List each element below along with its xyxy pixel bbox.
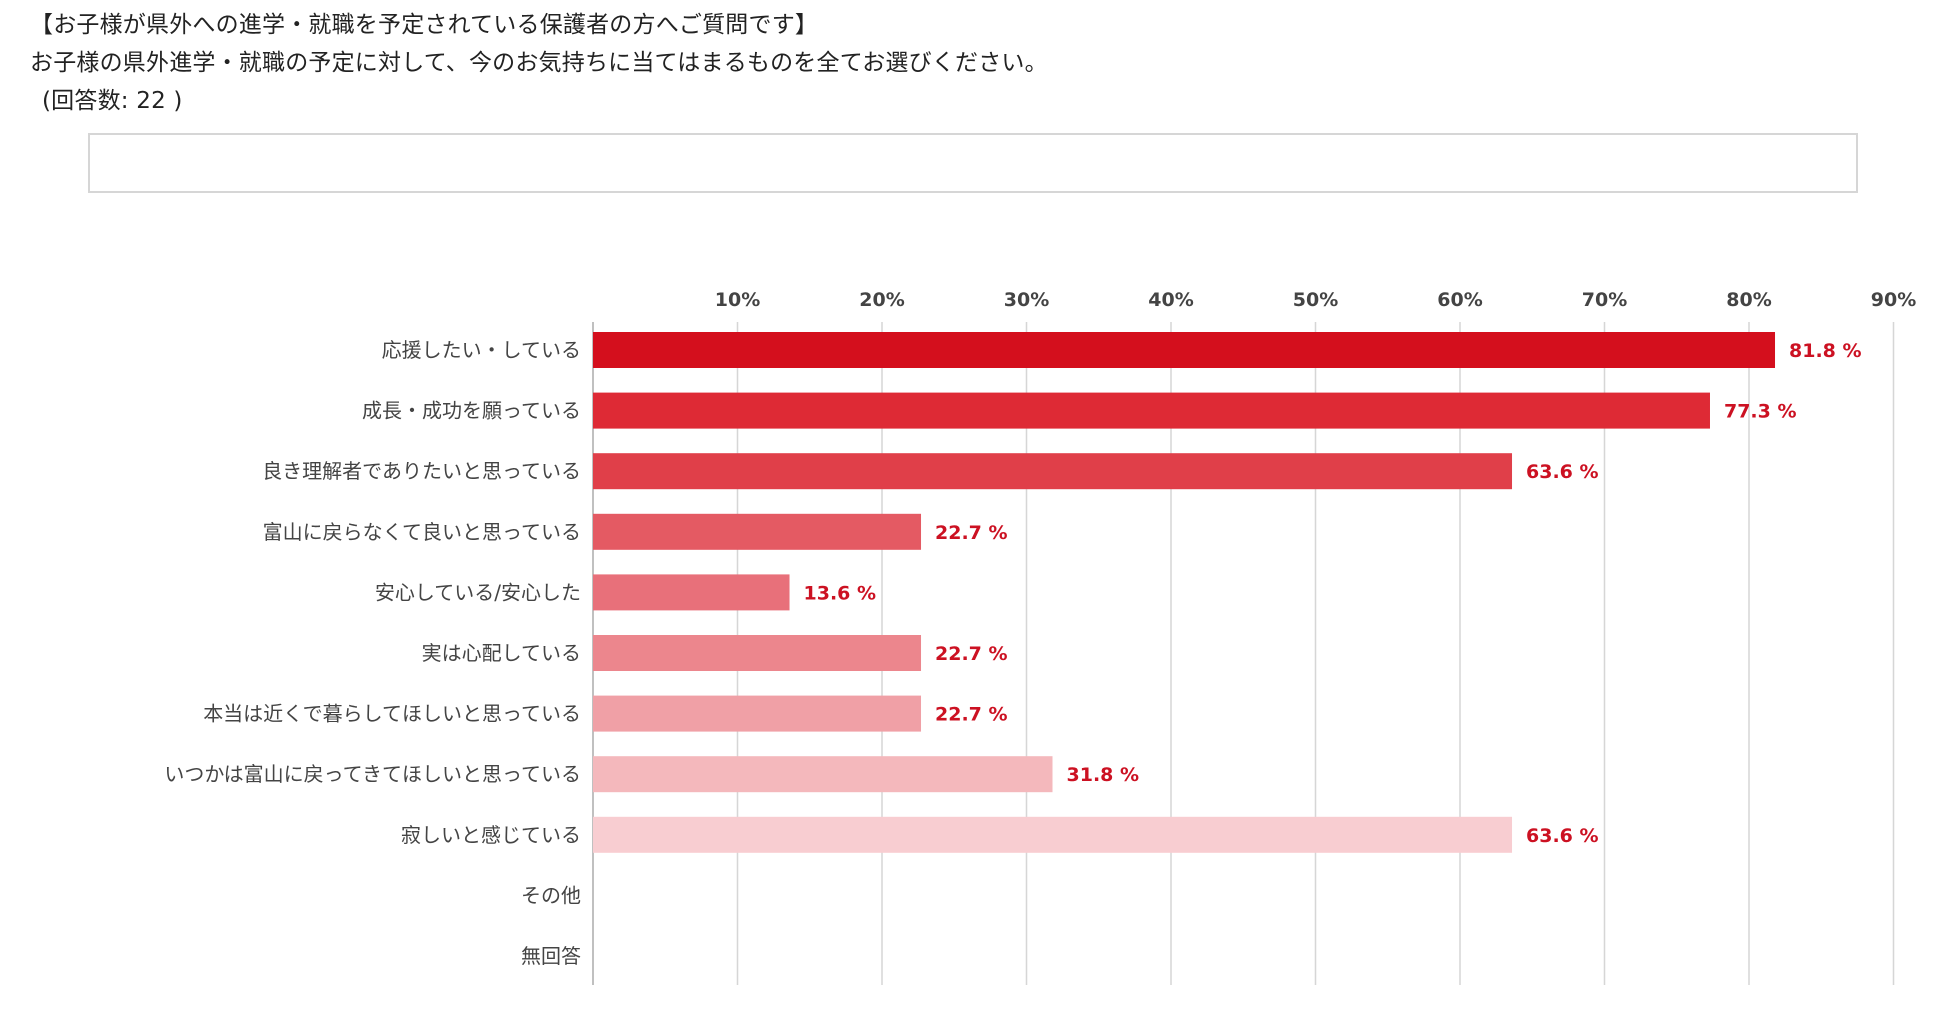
category-label: 成長・成功を願っている bbox=[362, 399, 581, 423]
value-label: 63.6 % bbox=[1526, 461, 1599, 483]
value-label-layer: 81.8 % 77.3 % 63.6 % 22.7 % 13.6 % 22.7 % 22.7… bbox=[804, 340, 1862, 847]
value-label: 81.8 % bbox=[1789, 340, 1862, 362]
question-heading: 【お子様が県外への進学・就職を予定されている保護者の方へご質問です】 bbox=[30, 12, 819, 38]
bar-layer bbox=[593, 332, 1776, 853]
category-label: いつかは富山に戻ってきてほしいと思っている bbox=[164, 762, 581, 786]
response-count: (回答数: 22 ) bbox=[42, 88, 183, 114]
category-label: 安心している/安心した bbox=[375, 580, 581, 604]
tick-label-70: 70% bbox=[1582, 289, 1627, 311]
tick-label-50: 50% bbox=[1293, 289, 1338, 311]
tick-label-40: 40% bbox=[1148, 289, 1193, 311]
category-label: その他 bbox=[521, 883, 581, 907]
bar bbox=[593, 392, 1710, 429]
bar bbox=[593, 635, 922, 671]
tick-label-60: 60% bbox=[1437, 289, 1482, 311]
category-label: 良き理解者でありたいと思っている bbox=[262, 459, 581, 483]
value-label: 63.6 % bbox=[1526, 825, 1599, 847]
tick-label-20: 20% bbox=[859, 289, 904, 311]
tick-label-layer: 10% 20% 30% 40% 50% 60% 70% 80% 90% bbox=[715, 289, 1916, 311]
chart-header: 【お子様が県外への進学・就職を予定されている保護者の方へご質問です】 お子様の県… bbox=[30, 6, 1910, 120]
bar bbox=[593, 453, 1513, 490]
tick-label-30: 30% bbox=[1004, 289, 1049, 311]
value-label: 13.6 % bbox=[804, 582, 877, 604]
category-label: 実は心配している bbox=[422, 641, 581, 665]
category-label: 富山に戻らなくて良いと思っている bbox=[263, 520, 581, 544]
category-label: 寂しいと感じている bbox=[401, 823, 581, 847]
bar bbox=[593, 816, 1513, 853]
category-label: 応援したい・している bbox=[382, 338, 581, 362]
question-text: お子様の県外進学・就職の予定に対して、今のお気持ちに当てはまるものを全てお選びく… bbox=[30, 50, 1048, 76]
bar bbox=[593, 332, 1776, 368]
value-label: 77.3 % bbox=[1724, 401, 1797, 423]
category-label: 無回答 bbox=[521, 944, 581, 968]
bar bbox=[593, 513, 922, 550]
category-label-layer: 応援したい・している成長・成功を願っている良き理解者でありたいと思っている富山に… bbox=[164, 338, 581, 968]
tick-label-90: 90% bbox=[1871, 289, 1916, 311]
bar bbox=[593, 695, 922, 732]
bar bbox=[593, 574, 790, 611]
legend-box bbox=[88, 133, 1858, 193]
tick-label-10: 10% bbox=[715, 289, 760, 311]
value-label: 22.7 % bbox=[935, 522, 1008, 544]
category-label: 本当は近くで暮らしてほしいと思っている bbox=[203, 702, 581, 726]
value-label: 22.7 % bbox=[935, 704, 1008, 726]
value-label: 31.8 % bbox=[1067, 764, 1140, 786]
tick-label-80: 80% bbox=[1726, 289, 1771, 311]
value-label: 22.7 % bbox=[935, 643, 1008, 665]
bar bbox=[593, 756, 1053, 793]
